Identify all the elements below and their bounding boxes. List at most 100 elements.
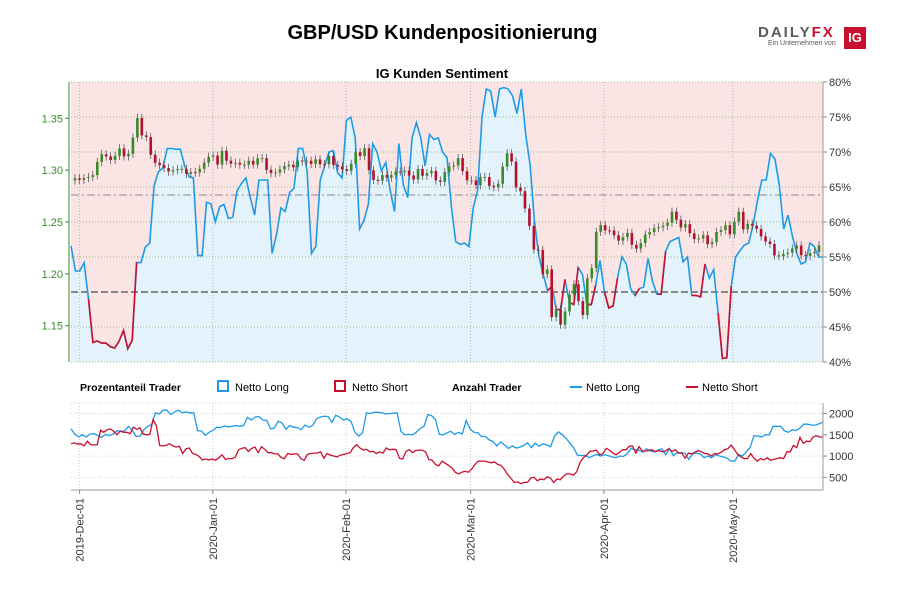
candle-body (635, 244, 638, 249)
candle-body (434, 170, 438, 181)
sub-panel-bg (71, 403, 823, 490)
candle-body (291, 164, 295, 168)
candle-body (439, 180, 442, 182)
candle-body (456, 158, 460, 166)
candle-body (568, 294, 571, 312)
candle-body (247, 160, 251, 165)
price-tick-label: 1.25 (42, 217, 63, 229)
candle-body (403, 170, 406, 172)
legend-group-count: Anzahl Trader (452, 382, 521, 394)
candle-body (586, 278, 589, 316)
candle-body (87, 176, 90, 179)
candle-body (323, 164, 326, 166)
candle-body (118, 148, 121, 156)
logo-subtitle: Ein Unternehmen von (768, 40, 836, 47)
candle-body (514, 161, 518, 188)
long-area (71, 87, 823, 362)
count-tick-label: 1500 (829, 430, 853, 442)
candle-body (394, 171, 398, 176)
candle-body (764, 236, 767, 242)
candle-body (710, 242, 714, 245)
legend-count-short-label: Netto Short (702, 382, 758, 394)
candle-body (510, 153, 513, 162)
candle-body (452, 165, 455, 167)
candle-body (581, 301, 585, 316)
candle-body (661, 225, 665, 228)
percent-tick-label: 80% (829, 77, 851, 89)
candle-body (216, 155, 219, 165)
candle-body (804, 255, 807, 257)
candle-body (461, 158, 464, 172)
page-title: GBP/USD Kundenpositionierung (287, 22, 598, 44)
candle-body (715, 231, 718, 243)
candle-body (314, 159, 317, 164)
candle-body (479, 177, 482, 186)
candle-body (577, 284, 580, 302)
candle-body (759, 228, 763, 237)
candle-body (185, 168, 188, 174)
candle-body (599, 225, 603, 232)
dailyfx-logo: DAILYFX Ein Unternehmen von IG (756, 24, 868, 50)
candle-body (465, 171, 469, 181)
candle-body (447, 166, 451, 173)
candle-body (167, 168, 170, 172)
candle-body (327, 156, 331, 165)
candle-body (336, 164, 340, 167)
candle-body (220, 150, 224, 165)
candle-body (113, 155, 117, 160)
candle-body (608, 230, 611, 232)
candle-body (443, 172, 447, 182)
candle-body (260, 158, 264, 160)
short-area (71, 82, 823, 359)
candle-body (528, 208, 531, 226)
candle-body (746, 223, 750, 230)
candle-body (162, 165, 166, 169)
candle-body (381, 175, 384, 181)
candle-body (171, 170, 175, 172)
candle-body (189, 172, 193, 174)
percent-tick-label: 50% (829, 287, 851, 299)
candle-body (122, 148, 126, 157)
candle-body (630, 232, 634, 245)
candle-body (652, 228, 656, 233)
candle-body (755, 225, 758, 229)
candle-body (786, 252, 790, 254)
candle-body (140, 117, 144, 136)
chart-title: IG Kunden Sentiment (376, 66, 509, 81)
candle-body (131, 137, 135, 154)
candle-body (679, 219, 683, 228)
candle-body (612, 230, 616, 236)
candle-body (180, 168, 184, 170)
candle-body (363, 148, 366, 157)
candle-body (211, 155, 215, 157)
candle-body (372, 170, 375, 180)
candle-body (688, 224, 692, 234)
candle-body (332, 156, 335, 165)
netto-short-highlight (634, 288, 641, 296)
price-tick-label: 1.15 (42, 321, 63, 333)
price-tick-label: 1.35 (42, 113, 63, 125)
candle-body (104, 154, 108, 157)
x-tick-label: 2020-May-01 (728, 498, 740, 563)
percent-tick-label: 55% (829, 252, 851, 264)
candle-body (782, 253, 785, 257)
candle-body (750, 223, 754, 226)
candle-body (176, 169, 179, 171)
candle-body (198, 168, 202, 173)
candle-body (474, 180, 478, 186)
candle-body (91, 175, 95, 177)
candle-body (82, 178, 86, 180)
candle-body (505, 153, 509, 167)
count-tick-label: 2000 (829, 409, 853, 421)
candle-body (109, 156, 112, 160)
candle-body (795, 245, 799, 249)
candle-body (697, 238, 701, 240)
candle-body (251, 160, 255, 165)
x-tick-label: 2020-Mar-01 (466, 498, 478, 561)
count-tick-label: 1000 (829, 451, 853, 463)
candle-body (741, 211, 745, 230)
candle-body (492, 185, 496, 188)
candle-body (354, 152, 357, 164)
candle-body (202, 162, 206, 169)
candle-body (73, 178, 77, 181)
